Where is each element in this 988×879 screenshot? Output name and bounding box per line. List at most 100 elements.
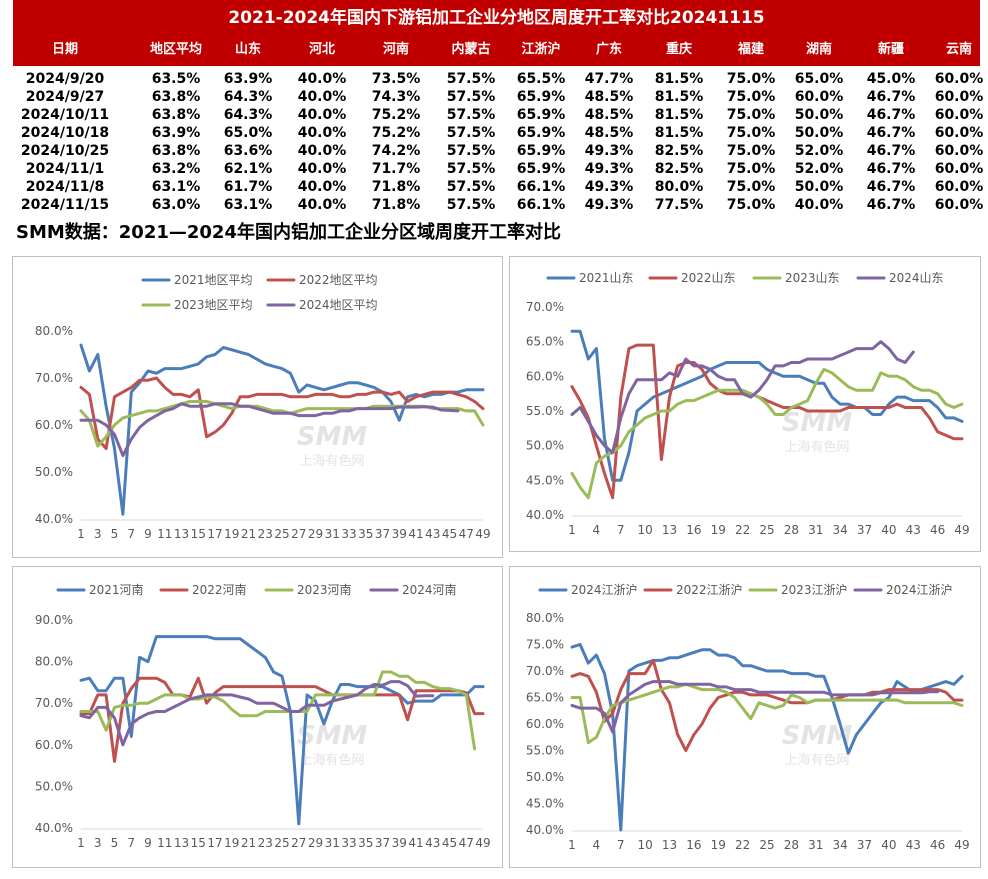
table-cell: 60.0% — [934, 89, 984, 105]
table-cell: 75.0% — [726, 143, 776, 159]
x-tick-label: 33 — [341, 527, 356, 541]
table-cell: 61.7% — [223, 179, 273, 195]
table-cell: 49.3% — [584, 179, 634, 195]
x-tick-label: 41 — [408, 527, 423, 541]
x-tick-label: 16 — [686, 838, 701, 852]
table-cell: 52.0% — [794, 143, 844, 159]
y-tick-label: 40.0% — [35, 821, 73, 835]
x-tick-label: 39 — [392, 527, 407, 541]
table-cell: 63.1% — [223, 197, 273, 213]
y-tick-label: 50.0% — [526, 770, 564, 784]
x-tick-label: 10 — [637, 838, 652, 852]
table-cell: 60.0% — [934, 107, 984, 123]
table-cell: 63.2% — [151, 161, 201, 177]
series-line-2024山东 — [570, 340, 915, 455]
y-tick-label: 60.0% — [526, 369, 564, 383]
x-tick-label: 43 — [906, 838, 921, 852]
x-tick-label: 7 — [617, 838, 625, 852]
table-cell: 46.7% — [866, 179, 916, 195]
table-cell: 46.7% — [866, 107, 916, 123]
y-tick-label: 40.0% — [526, 823, 564, 837]
table-row: 2024/10/18 63.9% 65.0% 40.0% 75.2% 57.5% 65.9%… — [13, 124, 983, 142]
table-cell: 57.5% — [446, 143, 496, 159]
table-cell: 65.0% — [223, 125, 273, 141]
y-tick-label: 90.0% — [35, 613, 73, 627]
x-tick-label: 23 — [258, 836, 273, 850]
table-cell: 64.3% — [223, 107, 273, 123]
table-column-headers: 日期 地区平均 山东 河北 河南 内蒙古 江浙沪 广东 重庆 福建 湖南 新疆 云南 — [13, 38, 980, 60]
table-cell: 60.0% — [934, 179, 984, 195]
x-tick-label: 31 — [808, 838, 823, 852]
table-cell: 57.5% — [446, 125, 496, 141]
table-cell: 81.5% — [654, 125, 704, 141]
x-tick-label: 31 — [808, 523, 823, 537]
legend-label: 2021地区平均 — [174, 273, 253, 287]
table-cell: 2024/9/20 — [25, 71, 105, 87]
series-line-2024河南 — [79, 680, 435, 747]
series-line-2022河南 — [79, 676, 485, 763]
x-tick-label: 25 — [759, 838, 774, 852]
watermark-logo: SMM — [297, 721, 368, 751]
table-row: 2024/10/11 63.8% 64.3% 40.0% 75.2% 57.5% 65.9%… — [13, 106, 983, 124]
chart-jiangzhehu: SMM上海有色网40.0%45.0%50.0%55.0%60.0%65.0%70… — [526, 583, 970, 852]
x-tick-label: 7 — [127, 836, 135, 850]
table-header-band: 2021-2024年国内下游铝加工企业分地区周度开工率对比20241115 日期… — [13, 0, 980, 66]
x-tick-label: 21 — [241, 836, 256, 850]
table-cell: 82.5% — [654, 161, 704, 177]
x-tick-label: 41 — [408, 836, 423, 850]
table-header-cell: 日期 — [51, 42, 78, 57]
table-cell: 48.5% — [584, 89, 634, 105]
table-cell: 46.7% — [866, 125, 916, 141]
table-cell: 71.8% — [371, 197, 421, 213]
x-tick-label: 19 — [711, 523, 726, 537]
y-tick-label: 65.0% — [526, 691, 564, 705]
table-cell: 65.9% — [516, 125, 566, 141]
table-cell: 66.1% — [516, 179, 566, 195]
table-cell: 47.7% — [584, 71, 634, 87]
table-cell: 74.2% — [371, 143, 421, 159]
table-cell: 46.7% — [866, 161, 916, 177]
y-tick-label: 70.0% — [35, 696, 73, 710]
table-cell: 77.5% — [654, 197, 704, 213]
x-tick-label: 15 — [191, 836, 206, 850]
series-line-2022地区平均 — [79, 376, 485, 450]
x-tick-label: 22 — [735, 523, 750, 537]
table-cell: 57.5% — [446, 179, 496, 195]
y-tick-label: 50.0% — [35, 779, 73, 793]
series-line-2021山东 — [570, 329, 964, 482]
table-header-cell: 江浙沪 — [521, 42, 561, 57]
x-tick-label: 49 — [475, 527, 490, 541]
table-cell: 74.3% — [371, 89, 421, 105]
x-tick-label: 46 — [930, 838, 945, 852]
table-cell: 82.5% — [654, 143, 704, 159]
x-tick-label: 49 — [954, 838, 969, 852]
y-tick-label: 70.0% — [35, 371, 73, 385]
y-tick-label: 80.0% — [526, 611, 564, 625]
table-cell: 81.5% — [654, 71, 704, 87]
table-header-cell: 新疆 — [877, 42, 904, 57]
table-cell: 81.5% — [654, 107, 704, 123]
x-tick-label: 4 — [593, 523, 601, 537]
table-cell: 71.8% — [371, 179, 421, 195]
table-cell: 80.0% — [654, 179, 704, 195]
y-tick-label: 40.0% — [35, 512, 73, 526]
x-tick-label: 3 — [94, 527, 102, 541]
legend-label: 2021河南 — [89, 582, 144, 597]
x-tick-label: 49 — [954, 523, 969, 537]
x-tick-label: 21 — [241, 527, 256, 541]
x-tick-label: 7 — [617, 523, 625, 537]
watermark-logo: SMM — [782, 408, 853, 438]
x-tick-label: 19 — [224, 836, 239, 850]
y-tick-label: 40.0% — [526, 508, 564, 522]
series-line-2022山东 — [570, 343, 964, 500]
x-tick-label: 45 — [442, 836, 457, 850]
x-tick-label: 28 — [784, 838, 799, 852]
table-cell: 63.8% — [151, 143, 201, 159]
table-cell: 65.5% — [516, 71, 566, 87]
chart-panel-jiangzhehu: SMM 上海有色网 40.0% 45.0% 50.0% 55.0% 60.0% 65.0% 70… — [509, 566, 981, 868]
table-cell: 60.0% — [934, 71, 984, 87]
x-tick-label: 5 — [111, 527, 119, 541]
